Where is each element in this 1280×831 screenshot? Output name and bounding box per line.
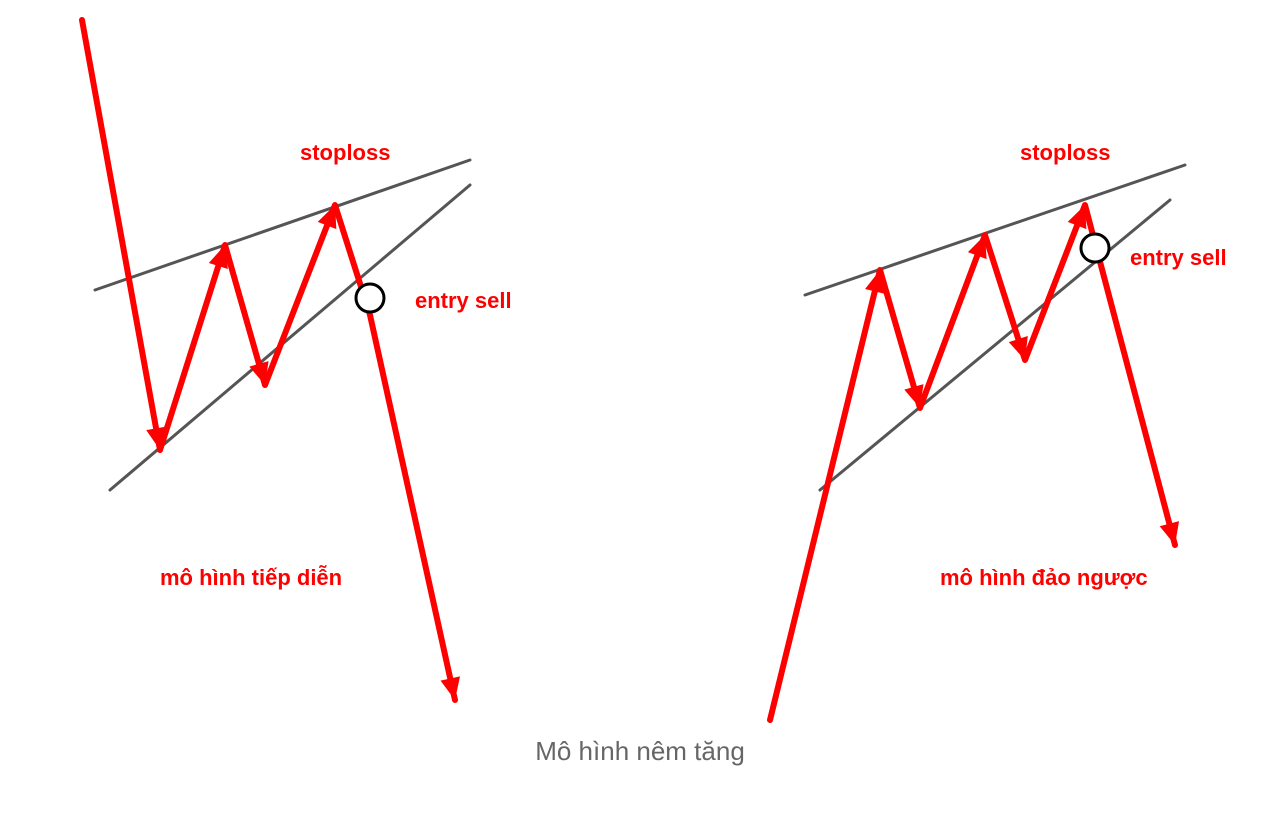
right-subtitle-label: mô hình đảo ngược [940, 565, 1148, 590]
entry-marker [356, 284, 384, 312]
left-stoploss-label: stoploss [300, 140, 390, 165]
price-arrowhead [1068, 205, 1087, 229]
figure-caption: Mô hình nêm tăng [535, 736, 745, 766]
left-subtitle-label: mô hình tiếp diễn [160, 565, 342, 590]
price-arrowhead [1009, 336, 1028, 360]
wedge-line [95, 160, 470, 290]
left-entry-sell-label: entry sell [415, 288, 512, 313]
right-stoploss-label: stoploss [1020, 140, 1110, 165]
price-path [770, 205, 1175, 720]
price-path [82, 20, 455, 700]
wedge-line [820, 200, 1170, 490]
entry-marker [1081, 234, 1109, 262]
right-entry-sell-label: entry sell [1130, 245, 1227, 270]
